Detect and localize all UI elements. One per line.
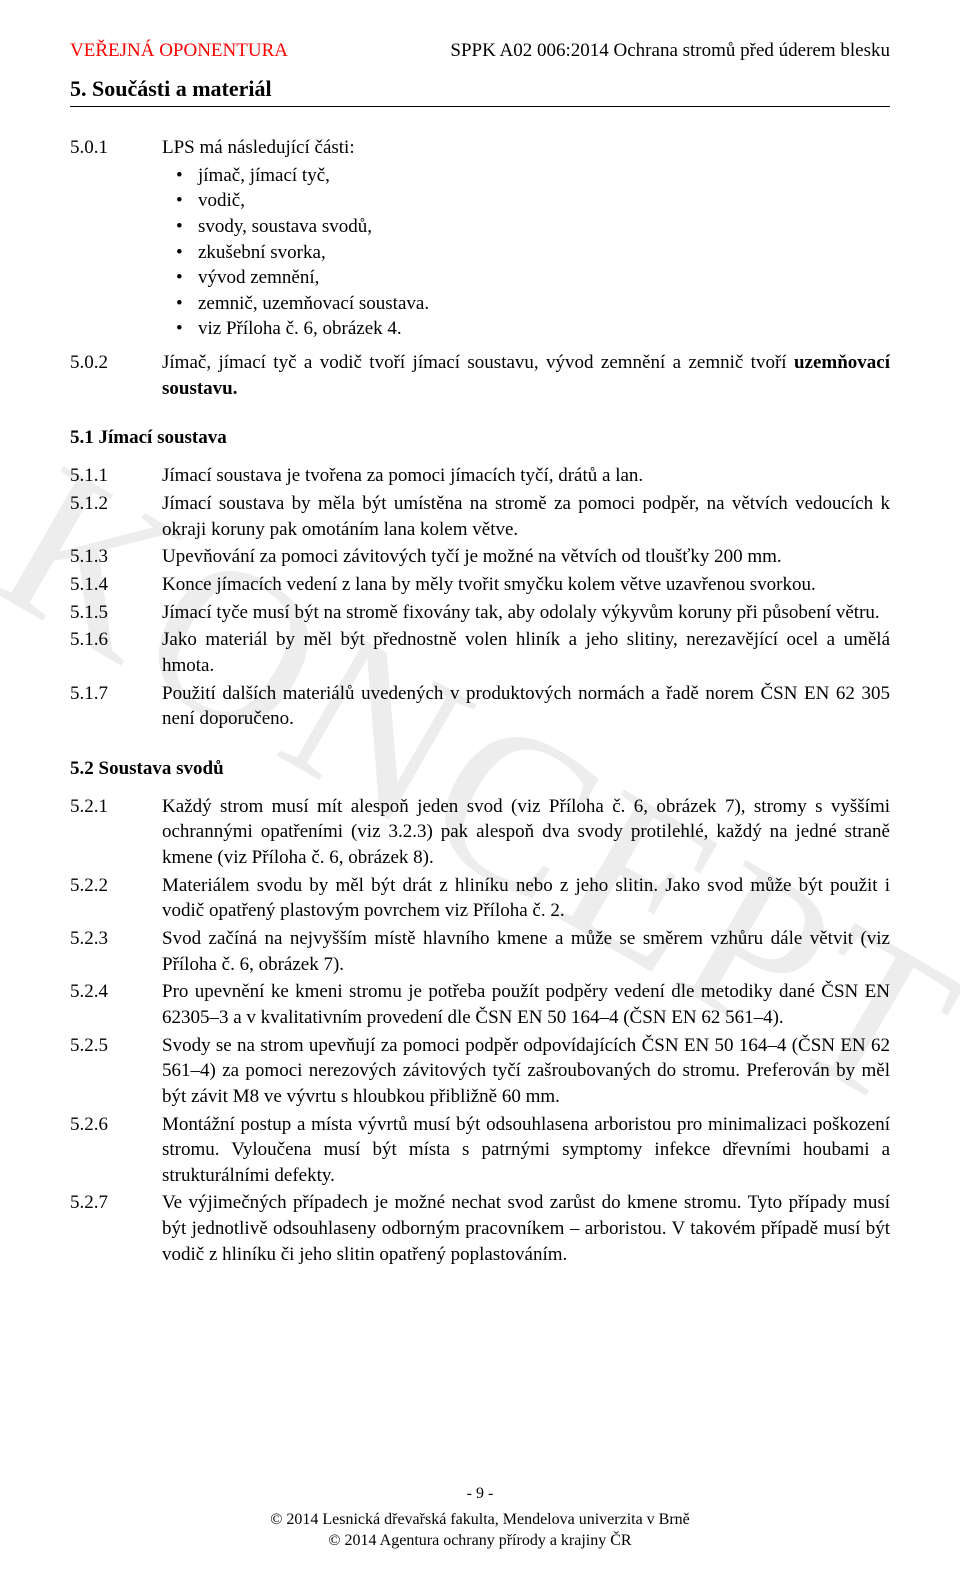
item-number: 5.2.5 xyxy=(70,1033,162,1110)
header-right: SPPK A02 006:2014 Ochrana stromů před úd… xyxy=(450,40,890,62)
header-left: VEŘEJNÁ OPONENTURA xyxy=(70,40,288,62)
bullet-item: vývod zemnění, xyxy=(162,265,890,291)
item-5-0-1: 5.0.1 LPS má následující části: jímač, j… xyxy=(70,135,890,344)
item-5-2-6: 5.2.6 Montážní postup a místa vývrtů mus… xyxy=(70,1112,890,1189)
item-content: Použití dalších materiálů uvedených v pr… xyxy=(162,681,890,732)
item-content: Jímací soustava je tvořena za pomoci jím… xyxy=(162,463,890,489)
item-number: 5.1.1 xyxy=(70,463,162,489)
item-5-1-5: 5.1.5 Jímací tyče musí být na stromě fix… xyxy=(70,600,890,626)
item-number: 5.1.5 xyxy=(70,600,162,626)
footer-line-1: © 2014 Lesnická dřevařská fakulta, Mende… xyxy=(0,1510,960,1531)
item-number: 5.1.3 xyxy=(70,544,162,570)
section-5-title: 5. Součásti a materiál xyxy=(70,76,890,102)
item-number: 5.2.1 xyxy=(70,794,162,871)
item-content: Materiálem svodu by měl být drát z hliní… xyxy=(162,873,890,924)
bullet-item: svody, soustava svodů, xyxy=(162,214,890,240)
bullet-item: vodič, xyxy=(162,188,890,214)
item-content: LPS má následující části: jímač, jímací … xyxy=(162,135,890,344)
item-number: 5.1.4 xyxy=(70,572,162,598)
item-5-2-4: 5.2.4 Pro upevnění ke kmeni stromu je po… xyxy=(70,979,890,1030)
item-content: Upevňování za pomoci závitových tyčí je … xyxy=(162,544,890,570)
item-number: 5.0.2 xyxy=(70,350,162,401)
item-5-1-7: 5.1.7 Použití dalších materiálů uvedenýc… xyxy=(70,681,890,732)
item-lead: LPS má následující části: xyxy=(162,137,355,158)
item-5-0-2: 5.0.2 Jímač, jímací tyč a vodič tvoří jí… xyxy=(70,350,890,401)
bullet-item: jímač, jímací tyč, xyxy=(162,163,890,189)
section-5-2-title: 5.2 Soustava svodů xyxy=(70,758,890,780)
item-content: Pro upevnění ke kmeni stromu je potřeba … xyxy=(162,979,890,1030)
item-number: 5.1.2 xyxy=(70,491,162,542)
item-5-1-1: 5.1.1 Jímací soustava je tvořena za pomo… xyxy=(70,463,890,489)
bullet-item: zemnič, uzemňovací soustava. xyxy=(162,291,890,317)
bullet-item: zkušební svorka, xyxy=(162,240,890,266)
section-rule xyxy=(70,106,890,107)
bullet-list: jímač, jímací tyč, vodič, svody, soustav… xyxy=(162,163,890,342)
item-5-1-4: 5.1.4 Konce jímacích vedení z lana by mě… xyxy=(70,572,890,598)
item-number: 5.2.7 xyxy=(70,1190,162,1267)
item-content: Svod začíná na nejvyšším místě hlavního … xyxy=(162,926,890,977)
item-content: Jako materiál by měl být přednostně vole… xyxy=(162,627,890,678)
item-number: 5.0.1 xyxy=(70,135,162,344)
section-5-1-title: 5.1 Jímací soustava xyxy=(70,427,890,449)
page-container: VEŘEJNÁ OPONENTURA SPPK A02 006:2014 Och… xyxy=(0,0,960,1576)
header-row: VEŘEJNÁ OPONENTURA SPPK A02 006:2014 Och… xyxy=(70,40,890,62)
item-5-2-3: 5.2.3 Svod začíná na nejvyšším místě hla… xyxy=(70,926,890,977)
item-content: Svody se na strom upevňují za pomoci pod… xyxy=(162,1033,890,1110)
item-content: Jímač, jímací tyč a vodič tvoří jímací s… xyxy=(162,350,890,401)
item-content: Konce jímacích vedení z lana by měly tvo… xyxy=(162,572,890,598)
item-5-1-2: 5.1.2 Jímací soustava by měla být umístě… xyxy=(70,491,890,542)
item-content: Montážní postup a místa vývrtů musí být … xyxy=(162,1112,890,1189)
item-number: 5.2.3 xyxy=(70,926,162,977)
item-5-2-7: 5.2.7 Ve výjimečných případech je možné … xyxy=(70,1190,890,1267)
item-5-2-2: 5.2.2 Materiálem svodu by měl být drát z… xyxy=(70,873,890,924)
item-5-1-3: 5.1.3 Upevňování za pomoci závitových ty… xyxy=(70,544,890,570)
item-number: 5.2.6 xyxy=(70,1112,162,1189)
footer: - 9 - © 2014 Lesnická dřevařská fakulta,… xyxy=(0,1484,960,1552)
item-content: Jímací tyče musí být na stromě fixovány … xyxy=(162,600,890,626)
item-5-2-1: 5.2.1 Každý strom musí mít alespoň jeden… xyxy=(70,794,890,871)
footer-line-2: © 2014 Agentura ochrany přírody a krajin… xyxy=(0,1531,960,1552)
item-number: 5.2.4 xyxy=(70,979,162,1030)
item-content: Každý strom musí mít alespoň jeden svod … xyxy=(162,794,890,871)
item-number: 5.2.2 xyxy=(70,873,162,924)
item-number: 5.1.7 xyxy=(70,681,162,732)
item-5-2-5: 5.2.5 Svody se na strom upevňují za pomo… xyxy=(70,1033,890,1110)
item-content: Jímací soustava by měla být umístěna na … xyxy=(162,491,890,542)
bullet-item: viz Příloha č. 6, obrázek 4. xyxy=(162,316,890,342)
item-number: 5.1.6 xyxy=(70,627,162,678)
item-5-1-6: 5.1.6 Jako materiál by měl být přednostn… xyxy=(70,627,890,678)
text-pre: Jímač, jímací tyč a vodič tvoří jímací s… xyxy=(162,352,794,373)
item-content: Ve výjimečných případech je možné nechat… xyxy=(162,1190,890,1267)
page-number: - 9 - xyxy=(0,1484,960,1505)
